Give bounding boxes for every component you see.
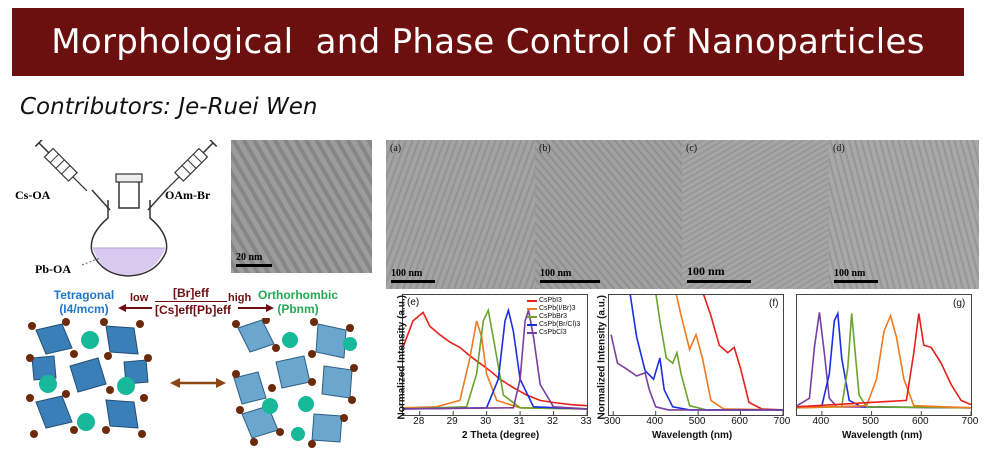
series-line-cspb-i-br-3 xyxy=(403,320,587,410)
tem-panel-d: (d) 100 nm xyxy=(829,140,979,289)
plot-e-xlabel: 2 Theta (degree) xyxy=(462,430,540,441)
x-tick-label: 400 xyxy=(812,416,830,427)
plot-f-xlabel: Wavelength (nm) xyxy=(652,430,733,441)
x-tick-label: 30 xyxy=(480,416,492,427)
plot-g xyxy=(797,310,971,415)
plot-g-frame: (g) xyxy=(796,294,972,416)
plot-f xyxy=(610,295,783,415)
right-syringe xyxy=(164,140,218,192)
panel-a-scale-bar: 100 nm xyxy=(391,268,435,283)
tetragonal-label: Tetragonal (I4/mcm) xyxy=(53,288,115,316)
x-tick-label: 500 xyxy=(862,416,879,427)
pb-oa-label: Pb-OA xyxy=(35,262,71,276)
x-tick-label: 32 xyxy=(546,416,559,427)
legend-label: CsPb(I/Br)3 xyxy=(539,305,576,312)
phase-arrows xyxy=(118,304,274,312)
plot-g-panel-label: (g) xyxy=(953,298,966,309)
panel-c-scale-bar: 100 nm xyxy=(687,264,751,283)
legend-entry: CsPbBr3 xyxy=(527,313,580,321)
contributors-line: Contributors: Je-Ruei Wen xyxy=(20,94,318,120)
tem-panel-a: (a) 100 nm xyxy=(386,140,535,289)
page-title: Morphological and Phase Control of Nanop… xyxy=(51,22,925,62)
series-line-cspb-br-cl-3 xyxy=(629,295,783,411)
series-line-cspbbr3 xyxy=(797,313,971,409)
plot-f-frame: (f) xyxy=(608,294,784,416)
plot-e-frame: (e) CsPbI3 CsPb(I/Br)3 CsPbBr3 CsPb(Br/Cl)3… xyxy=(402,294,588,416)
series-line-cspbcl3 xyxy=(610,334,783,411)
legend-label: CsPbI3 xyxy=(539,297,562,304)
series-line-cspbi3 xyxy=(403,311,587,407)
panel-b-scale-bar: 100 nm xyxy=(540,268,600,283)
plot-e-x-ticks: 28 29 30 31 32 33 xyxy=(402,416,591,430)
ratio-expression: [Br]eff [Cs]eff[Pb]eff xyxy=(155,286,231,317)
tem-panel-b: (b) 100 nm xyxy=(535,140,682,289)
series-line-cspbi3 xyxy=(702,295,783,411)
tem-panel-c: (c) 100 nm xyxy=(682,140,829,289)
oam-br-label: OAm-Br xyxy=(165,188,211,202)
series-line-cspb-i-br-3 xyxy=(797,313,971,409)
legend-swatch xyxy=(527,308,537,310)
legend-swatch xyxy=(527,300,537,302)
x-tick-label: 600 xyxy=(731,416,748,427)
legend-label: CsPbCl3 xyxy=(539,329,567,336)
legend-entry: CsPbCl3 xyxy=(527,329,580,337)
synthesis-schematic xyxy=(34,140,218,277)
series-line-cspb-br-cl-3 xyxy=(403,307,587,410)
x-tick-label: 700 xyxy=(773,416,791,427)
plot-f-panel-label: (f) xyxy=(769,298,779,309)
plot-g-x-ticks: 400 500 600 700 xyxy=(796,416,979,430)
flask-solution xyxy=(93,248,165,275)
x-tick-label: 700 xyxy=(961,416,979,427)
plot-e-ylabel: Normalized Intensity (a.u.) xyxy=(396,295,408,420)
plot-f-x-ticks: 300 400 500 600 700 xyxy=(604,416,790,430)
panel-a-label: (a) xyxy=(390,143,402,154)
panel-b-label: (b) xyxy=(539,143,551,154)
legend-swatch xyxy=(527,316,537,318)
legend-label: CsPbBr3 xyxy=(539,313,568,320)
legend-swatch xyxy=(527,332,537,334)
series-line-cspbbr3 xyxy=(655,295,783,411)
x-tick-label: 300 xyxy=(603,416,621,427)
title-banner: Morphological and Phase Control of Nanop… xyxy=(12,8,964,76)
legend-entry: CsPb(I/Br)3 xyxy=(527,305,580,313)
legend-label: CsPb(Br/Cl)3 xyxy=(539,321,581,328)
high-label: high xyxy=(228,292,252,304)
series-line-cspbcl3 xyxy=(403,310,587,410)
x-tick-label: 400 xyxy=(646,416,664,427)
x-tick-label: 33 xyxy=(580,416,592,427)
tem-image-small: 20 nm xyxy=(231,140,372,273)
series-line-cspbi3 xyxy=(797,313,971,408)
panel-d-label: (d) xyxy=(833,143,845,154)
x-tick-label: 500 xyxy=(688,416,706,427)
plot-e-legend: CsPbI3 CsPb(I/Br)3 CsPbBr3 CsPb(Br/Cl)3 CsPb… xyxy=(527,297,580,337)
legend-entry: CsPb(Br/Cl)3 xyxy=(527,321,580,329)
orthorhombic-structure xyxy=(232,318,358,448)
orthorhombic-label: Orthorhombic (Pbnm) xyxy=(258,288,338,316)
legend-swatch xyxy=(527,324,537,326)
series-line-cspb-br-cl-3 xyxy=(797,310,971,409)
plot-g-xlabel: Wavelength (nm) xyxy=(842,430,923,441)
plot-e xyxy=(403,307,587,415)
phase-transition-arrow xyxy=(170,378,226,388)
panel-d-scale-bar: 100 nm xyxy=(834,268,878,283)
low-label: low xyxy=(130,292,149,304)
x-tick-label: 29 xyxy=(446,416,458,427)
series-line-cspb-i-br-3 xyxy=(675,295,783,411)
panel-c-label: (c) xyxy=(686,143,698,154)
plot-e-panel-label: (e) xyxy=(407,297,420,308)
plot-f-ylabel: Normalized Intensity (a.u.) xyxy=(596,295,608,420)
left-syringe xyxy=(34,140,88,192)
cs-oa-label: Cs-OA xyxy=(15,188,51,202)
legend-entry: CsPbI3 xyxy=(527,297,580,305)
x-tick-label: 28 xyxy=(413,416,425,427)
x-tick-label: 600 xyxy=(911,416,929,427)
tetragonal-structure xyxy=(26,318,152,438)
tem-small-scale-bar: 20 nm xyxy=(236,252,272,267)
x-tick-label: 31 xyxy=(513,416,525,427)
series-line-cspbcl3 xyxy=(797,312,971,409)
